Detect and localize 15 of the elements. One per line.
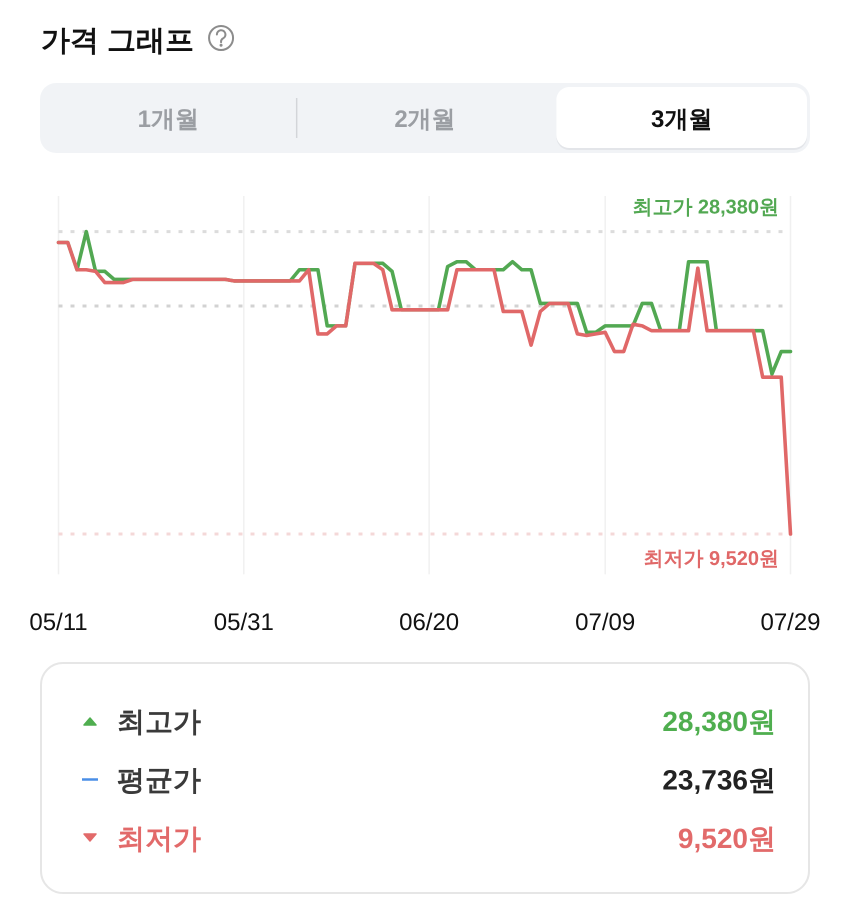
x-tick-label: 05/11 [29, 609, 88, 636]
x-tick-label: 06/20 [399, 609, 460, 636]
period-tabs: 1개월 2개월 3개월 [40, 83, 810, 153]
x-tick-label: 07/29 [760, 609, 821, 636]
category-label: 최고가 [117, 706, 201, 737]
x-tick-label: 05/31 [214, 609, 274, 636]
category-label: 평균가 [117, 764, 201, 796]
x-tick-label: 07/09 [575, 609, 636, 636]
chart-title: 가격 그래프 [41, 25, 194, 57]
ref-line-label: 최고가 28,380원 [632, 196, 779, 219]
data-label: 9,520원 [678, 823, 776, 854]
category-label: 최저가 [117, 823, 201, 854]
data-label: 28,380원 [662, 706, 776, 737]
ref-line-label: 최저가 9,520원 [643, 548, 779, 570]
data-label: 23,736원 [662, 764, 776, 796]
